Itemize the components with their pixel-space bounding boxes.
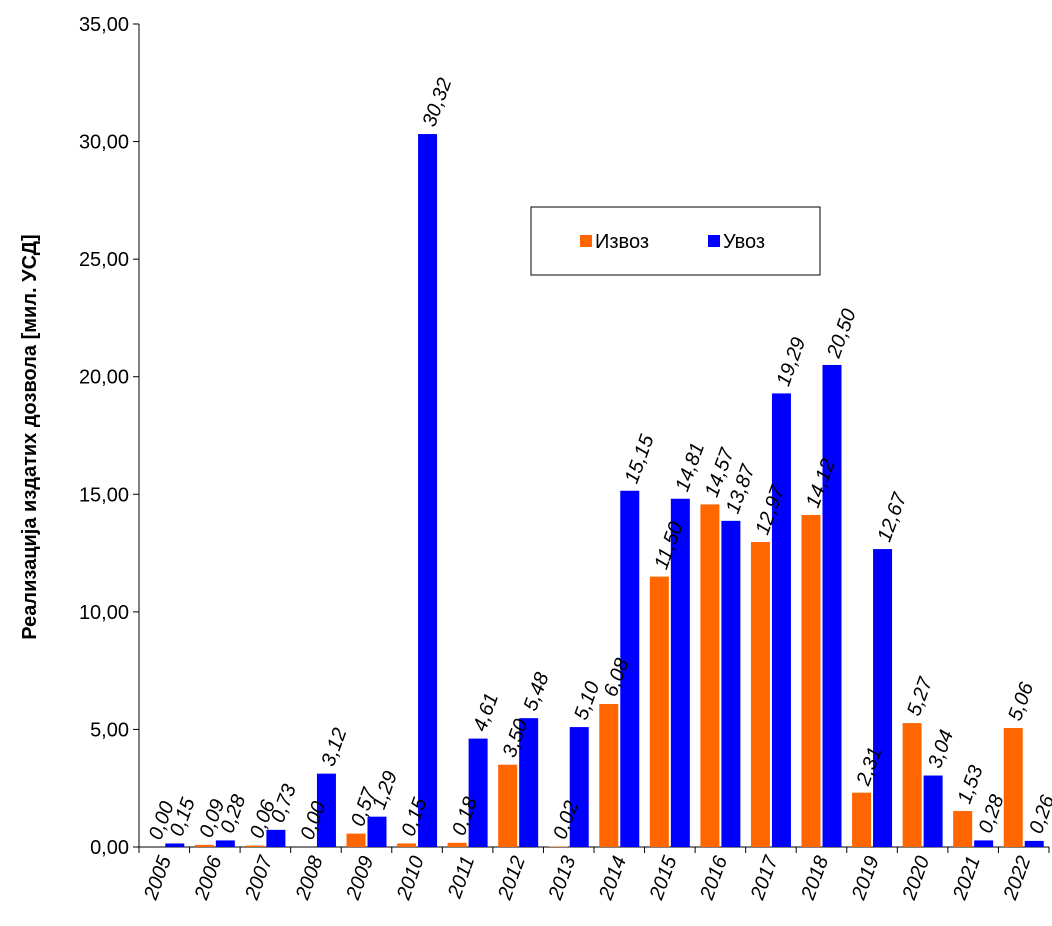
data-label: 1,29 — [368, 768, 402, 812]
bar-import-2006 — [215, 840, 235, 847]
x-tick-labels: 2005 2006 2007 2008 2009 2010 2011 2012 2013 2014… — [140, 852, 1036, 903]
data-label: 5,06 — [1004, 679, 1038, 724]
bar-import-2013 — [569, 727, 589, 847]
x-tick-label: 2016 — [696, 852, 733, 903]
data-label: 1,53 — [954, 763, 988, 807]
x-tick-label: 2010 — [393, 853, 429, 903]
data-label: 0,28 — [216, 792, 250, 836]
x-tick-label: 2020 — [898, 853, 934, 903]
bar-import-2019 — [873, 549, 893, 847]
bar-import-2007 — [266, 829, 286, 847]
bar-import-2008 — [316, 773, 336, 847]
x-tick-label: 2022 — [999, 853, 1035, 903]
x-tick-label: 2007 — [241, 852, 278, 903]
x-tick-label: 2019 — [848, 853, 884, 903]
bar-import-2017 — [771, 393, 791, 847]
legend-label-import: Увоз — [723, 231, 765, 253]
y-tick-label: 5,00 — [90, 719, 129, 741]
bar-import-2020 — [923, 775, 943, 847]
bar-export-2019 — [852, 792, 872, 847]
bar-import-2018 — [822, 364, 842, 847]
data-label: 5,27 — [903, 674, 937, 719]
data-label: 20,50 — [823, 306, 861, 362]
bar-import-2014 — [620, 490, 640, 847]
bar-export-2020 — [902, 723, 922, 847]
y-tick-label: 35,00 — [79, 14, 129, 36]
bar-export-2015 — [649, 576, 669, 847]
x-tick-label: 2005 — [140, 852, 177, 903]
bar-export-2006 — [194, 844, 214, 847]
bar-export-2007 — [245, 845, 265, 847]
y-tick-label: 25,00 — [79, 249, 129, 271]
data-label: 3,04 — [924, 727, 958, 771]
data-label: 15,15 — [621, 431, 659, 486]
x-tick-label: 2017 — [746, 852, 783, 903]
x-tick-label: 2013 — [544, 853, 580, 903]
x-tick-label: 2014 — [595, 853, 631, 903]
data-label: 3,12 — [317, 725, 351, 769]
bar-export-2010 — [397, 843, 417, 847]
bar-export-2014 — [599, 704, 619, 847]
data-label: 12,67 — [874, 489, 912, 544]
bar-export-2018 — [801, 514, 821, 847]
legend-swatch-import — [708, 235, 720, 247]
x-tick-label: 2008 — [291, 853, 327, 903]
y-axis-label: Реализација издатих дозвола [мил. УСД] — [19, 234, 41, 639]
data-label: 0,28 — [975, 792, 1009, 836]
bar-import-2022 — [1024, 840, 1044, 847]
bar-export-2011 — [447, 842, 467, 847]
x-tick-label: 2011 — [444, 853, 480, 902]
y-tick-label: 15,00 — [79, 484, 129, 506]
bar-export-2009 — [346, 833, 366, 847]
x-tick-label: 2012 — [494, 853, 530, 903]
data-label: 4,61 — [469, 690, 503, 734]
legend: Извоз Увоз — [530, 206, 821, 276]
data-label: 5,10 — [570, 679, 604, 723]
y-tick-label: 10,00 — [79, 602, 129, 624]
x-tick-label: 2015 — [645, 852, 682, 903]
data-label: 19,29 — [772, 335, 810, 390]
bar-export-2017 — [750, 542, 770, 847]
data-label: 30,32 — [419, 75, 457, 130]
x-tick-label: 2009 — [342, 853, 378, 903]
x-tick-label: 2021 — [949, 853, 985, 903]
legend-box — [530, 206, 821, 276]
legend-swatch-export — [580, 235, 592, 247]
data-label: 5,48 — [520, 670, 554, 714]
y-tick-label: 0,00 — [90, 837, 129, 859]
bar-export-2022 — [1003, 728, 1023, 847]
bar-import-2011 — [468, 738, 488, 847]
x-tick-label: 2006 — [190, 852, 227, 903]
bar-import-2021 — [974, 840, 994, 847]
bar-import-2009 — [367, 816, 387, 847]
bar-import-2010 — [418, 134, 438, 847]
legend-label-export: Извоз — [595, 231, 649, 253]
y-tick-label: 20,00 — [79, 367, 129, 389]
data-label: 0,26 — [1025, 792, 1052, 837]
bar-export-2012 — [498, 764, 518, 847]
bar-import-2012 — [519, 718, 539, 847]
y-tick-label: 30,00 — [79, 132, 129, 154]
bar-import-2016 — [721, 520, 741, 847]
bars — [165, 134, 1044, 847]
axes: 0,00 5,00 10,00 15,00 20,00 25,00 30,00 35,00 — [79, 14, 1050, 859]
x-tick-label: 2018 — [797, 853, 833, 903]
bar-import-2005 — [165, 843, 185, 847]
bar-export-2016 — [700, 504, 720, 847]
bar-export-2021 — [953, 811, 973, 847]
bar-import-2015 — [670, 498, 690, 847]
data-label: 0,73 — [267, 781, 301, 825]
